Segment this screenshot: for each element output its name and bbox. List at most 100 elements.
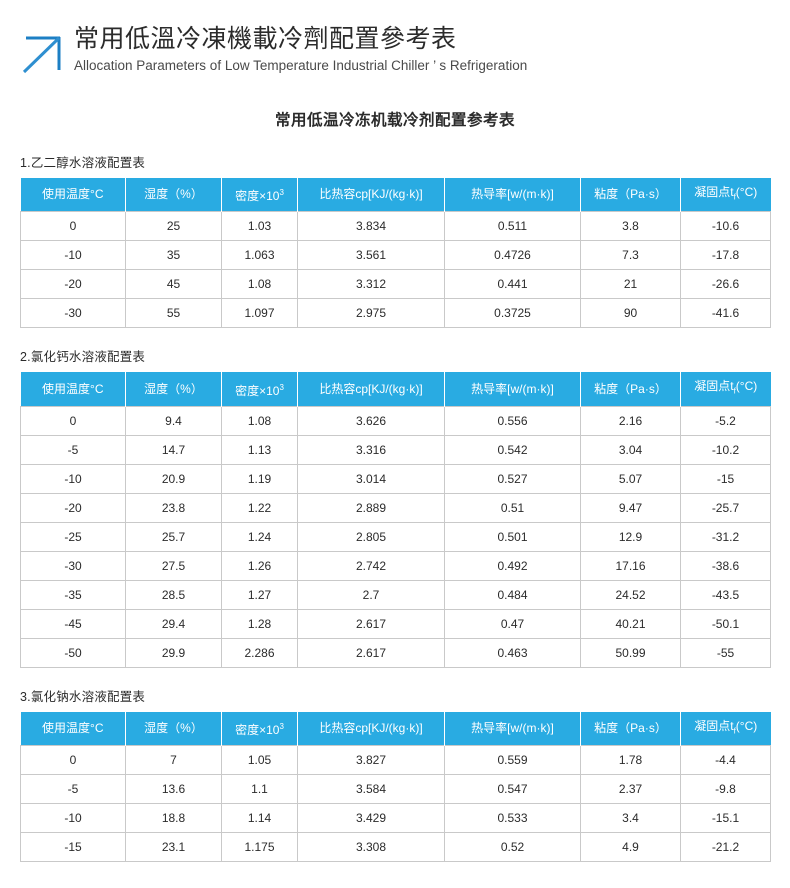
table-cell: -55 xyxy=(680,637,771,668)
table-cell: 1.26 xyxy=(221,550,298,581)
table-cell: -50 xyxy=(20,637,126,668)
table-cell: 0.527 xyxy=(444,463,581,494)
section-label: 1.乙二醇水溶液配置表 xyxy=(20,156,146,170)
table-cell: 1.78 xyxy=(580,745,681,776)
table-cell: 0.51 xyxy=(444,492,581,523)
table-cell: -10 xyxy=(20,240,126,271)
table-cell: 0.501 xyxy=(444,521,581,552)
table-section: 1.乙二醇水溶液配置表使用温度°C 湿度（%） 密度×103 比热容cp[KJ/(kg… xyxy=(20,152,771,329)
column-header: 密度×103 xyxy=(221,178,298,212)
table-header-row: 使用温度°C 湿度（%） 密度×103 比热容cp[KJ/(kg·k)] 热导率[w/(… xyxy=(20,372,771,407)
table-cell: 1.175 xyxy=(221,832,298,863)
table-cell: 3.312 xyxy=(297,269,445,300)
table-cell: 0.559 xyxy=(444,745,581,776)
table-cell: 45 xyxy=(125,269,222,300)
table-cell: 0.542 xyxy=(444,434,581,465)
table-cell: 3.308 xyxy=(297,832,445,863)
table-cell: -31.2 xyxy=(680,521,771,552)
table-cell: 90 xyxy=(580,298,681,329)
table-cell: 2.16 xyxy=(580,405,681,436)
section-label: 2.氯化钙水溶液配置表 xyxy=(20,350,146,365)
table-cell: 0.4726 xyxy=(444,240,581,271)
table-row: -50 29.9 2.286 2.617 0.463 50.99 -55 xyxy=(20,637,771,668)
table-cell: 0.533 xyxy=(444,803,581,834)
table-cell: 1.1 xyxy=(221,774,298,805)
table-cell: 2.889 xyxy=(297,492,445,523)
table-cell: -5 xyxy=(20,774,126,805)
table-cell: 0.3725 xyxy=(444,298,581,329)
table-cell: 9.4 xyxy=(125,405,222,436)
table-row: -5 13.6 1.1 3.584 0.547 2.37 -9.8 xyxy=(20,774,771,805)
table-header-row: 使用温度°C 湿度（%） 密度×103 比热容cp[KJ/(kg·k)] 热导率[w/(… xyxy=(20,178,771,212)
column-header: 粘度（Pa·s） xyxy=(580,178,681,212)
column-header: 湿度（%） xyxy=(125,372,222,407)
table-row: -30 55 1.097 2.975 0.3725 90 -41.6 xyxy=(20,298,771,329)
column-header: 凝固点tf(°C) xyxy=(680,178,771,212)
table-cell: 0 xyxy=(20,745,126,776)
table-row: -10 20.9 1.19 3.014 0.527 5.07 -15 xyxy=(20,463,771,494)
table-cell: 2.805 xyxy=(297,521,445,552)
column-header: 比热容cp[KJ/(kg·k)] xyxy=(297,372,445,407)
table-cell: 20.9 xyxy=(125,463,222,494)
table-cell: -15.1 xyxy=(680,803,771,834)
column-header: 使用温度°C xyxy=(20,372,126,407)
table-row: -20 23.8 1.22 2.889 0.51 9.47 -25.7 xyxy=(20,492,771,523)
table-cell: 1.063 xyxy=(221,240,298,271)
table-cell: 23.1 xyxy=(125,832,222,863)
table-cell: 50.99 xyxy=(580,637,681,668)
table-cell: -5.2 xyxy=(680,405,771,436)
data-table: 使用温度°C 湿度（%） 密度×103 比热容cp[KJ/(kg·k)] 热导率[w/(… xyxy=(20,372,771,668)
table-cell: -50.1 xyxy=(680,608,771,639)
table-row: 0 7 1.05 3.827 0.559 1.78 -4.4 xyxy=(20,745,771,776)
table-cell: 1.24 xyxy=(221,521,298,552)
table-cell: -30 xyxy=(20,550,126,581)
table-cell: -10.6 xyxy=(680,211,771,242)
table-cell: 28.5 xyxy=(125,579,222,610)
table-cell: -21.2 xyxy=(680,832,771,863)
table-cell: 12.9 xyxy=(580,521,681,552)
table-row: -15 23.1 1.175 3.308 0.52 4.9 -21.2 xyxy=(20,832,771,863)
table-cell: 3.429 xyxy=(297,803,445,834)
column-header: 粘度（Pa·s） xyxy=(580,372,681,407)
table-cell: 0 xyxy=(20,405,126,436)
page-title: 常用低溫冷凍機載冷劑配置參考表 xyxy=(74,25,457,53)
table-cell: 7 xyxy=(125,745,222,776)
table-cell: 13.6 xyxy=(125,774,222,805)
table-cell: 27.5 xyxy=(125,550,222,581)
table-cell: 1.22 xyxy=(221,492,298,523)
column-header: 比热容cp[KJ/(kg·k)] xyxy=(297,178,445,212)
column-header: 密度×103 xyxy=(221,711,298,746)
table-row: -30 27.5 1.26 2.742 0.492 17.16 -38.6 xyxy=(20,550,771,581)
table-cell: 3.561 xyxy=(297,240,445,271)
table-cell: 14.7 xyxy=(125,434,222,465)
table-cell: -17.8 xyxy=(680,240,771,271)
table-row: -45 29.4 1.28 2.617 0.47 40.21 -50.1 xyxy=(20,608,771,639)
table-cell: -38.6 xyxy=(680,550,771,581)
table-cell: -10.2 xyxy=(680,434,771,465)
table-cell: -20 xyxy=(20,269,126,300)
table-cell: 0.47 xyxy=(444,608,581,639)
table-cell: 3.8 xyxy=(580,211,681,242)
table-cell: 35 xyxy=(125,240,222,271)
table-cell: -45 xyxy=(20,608,126,639)
table-cell: 17.16 xyxy=(580,550,681,581)
table-cell: 3.316 xyxy=(297,434,445,465)
table-cell: 2.742 xyxy=(297,550,445,581)
table-cell: 0.463 xyxy=(444,637,581,668)
table-cell: 29.4 xyxy=(125,608,222,639)
table-cell: 1.08 xyxy=(221,269,298,300)
table-cell: 18.8 xyxy=(125,803,222,834)
table-cell: 9.47 xyxy=(580,492,681,523)
table-cell: 3.626 xyxy=(297,405,445,436)
table-cell: 1.28 xyxy=(221,608,298,639)
column-header: 热导率[w/(m·k)] xyxy=(444,178,581,212)
table-cell: -41.6 xyxy=(680,298,771,329)
table-cell: -9.8 xyxy=(680,774,771,805)
table-cell: 25 xyxy=(125,211,222,242)
table-cell: 21 xyxy=(580,269,681,300)
table-cell: 1.03 xyxy=(221,211,298,242)
table-cell: 1.097 xyxy=(221,298,298,329)
column-header: 凝固点tf(°C) xyxy=(680,711,771,746)
column-header: 使用温度°C xyxy=(20,178,126,212)
table-cell: 2.37 xyxy=(580,774,681,805)
